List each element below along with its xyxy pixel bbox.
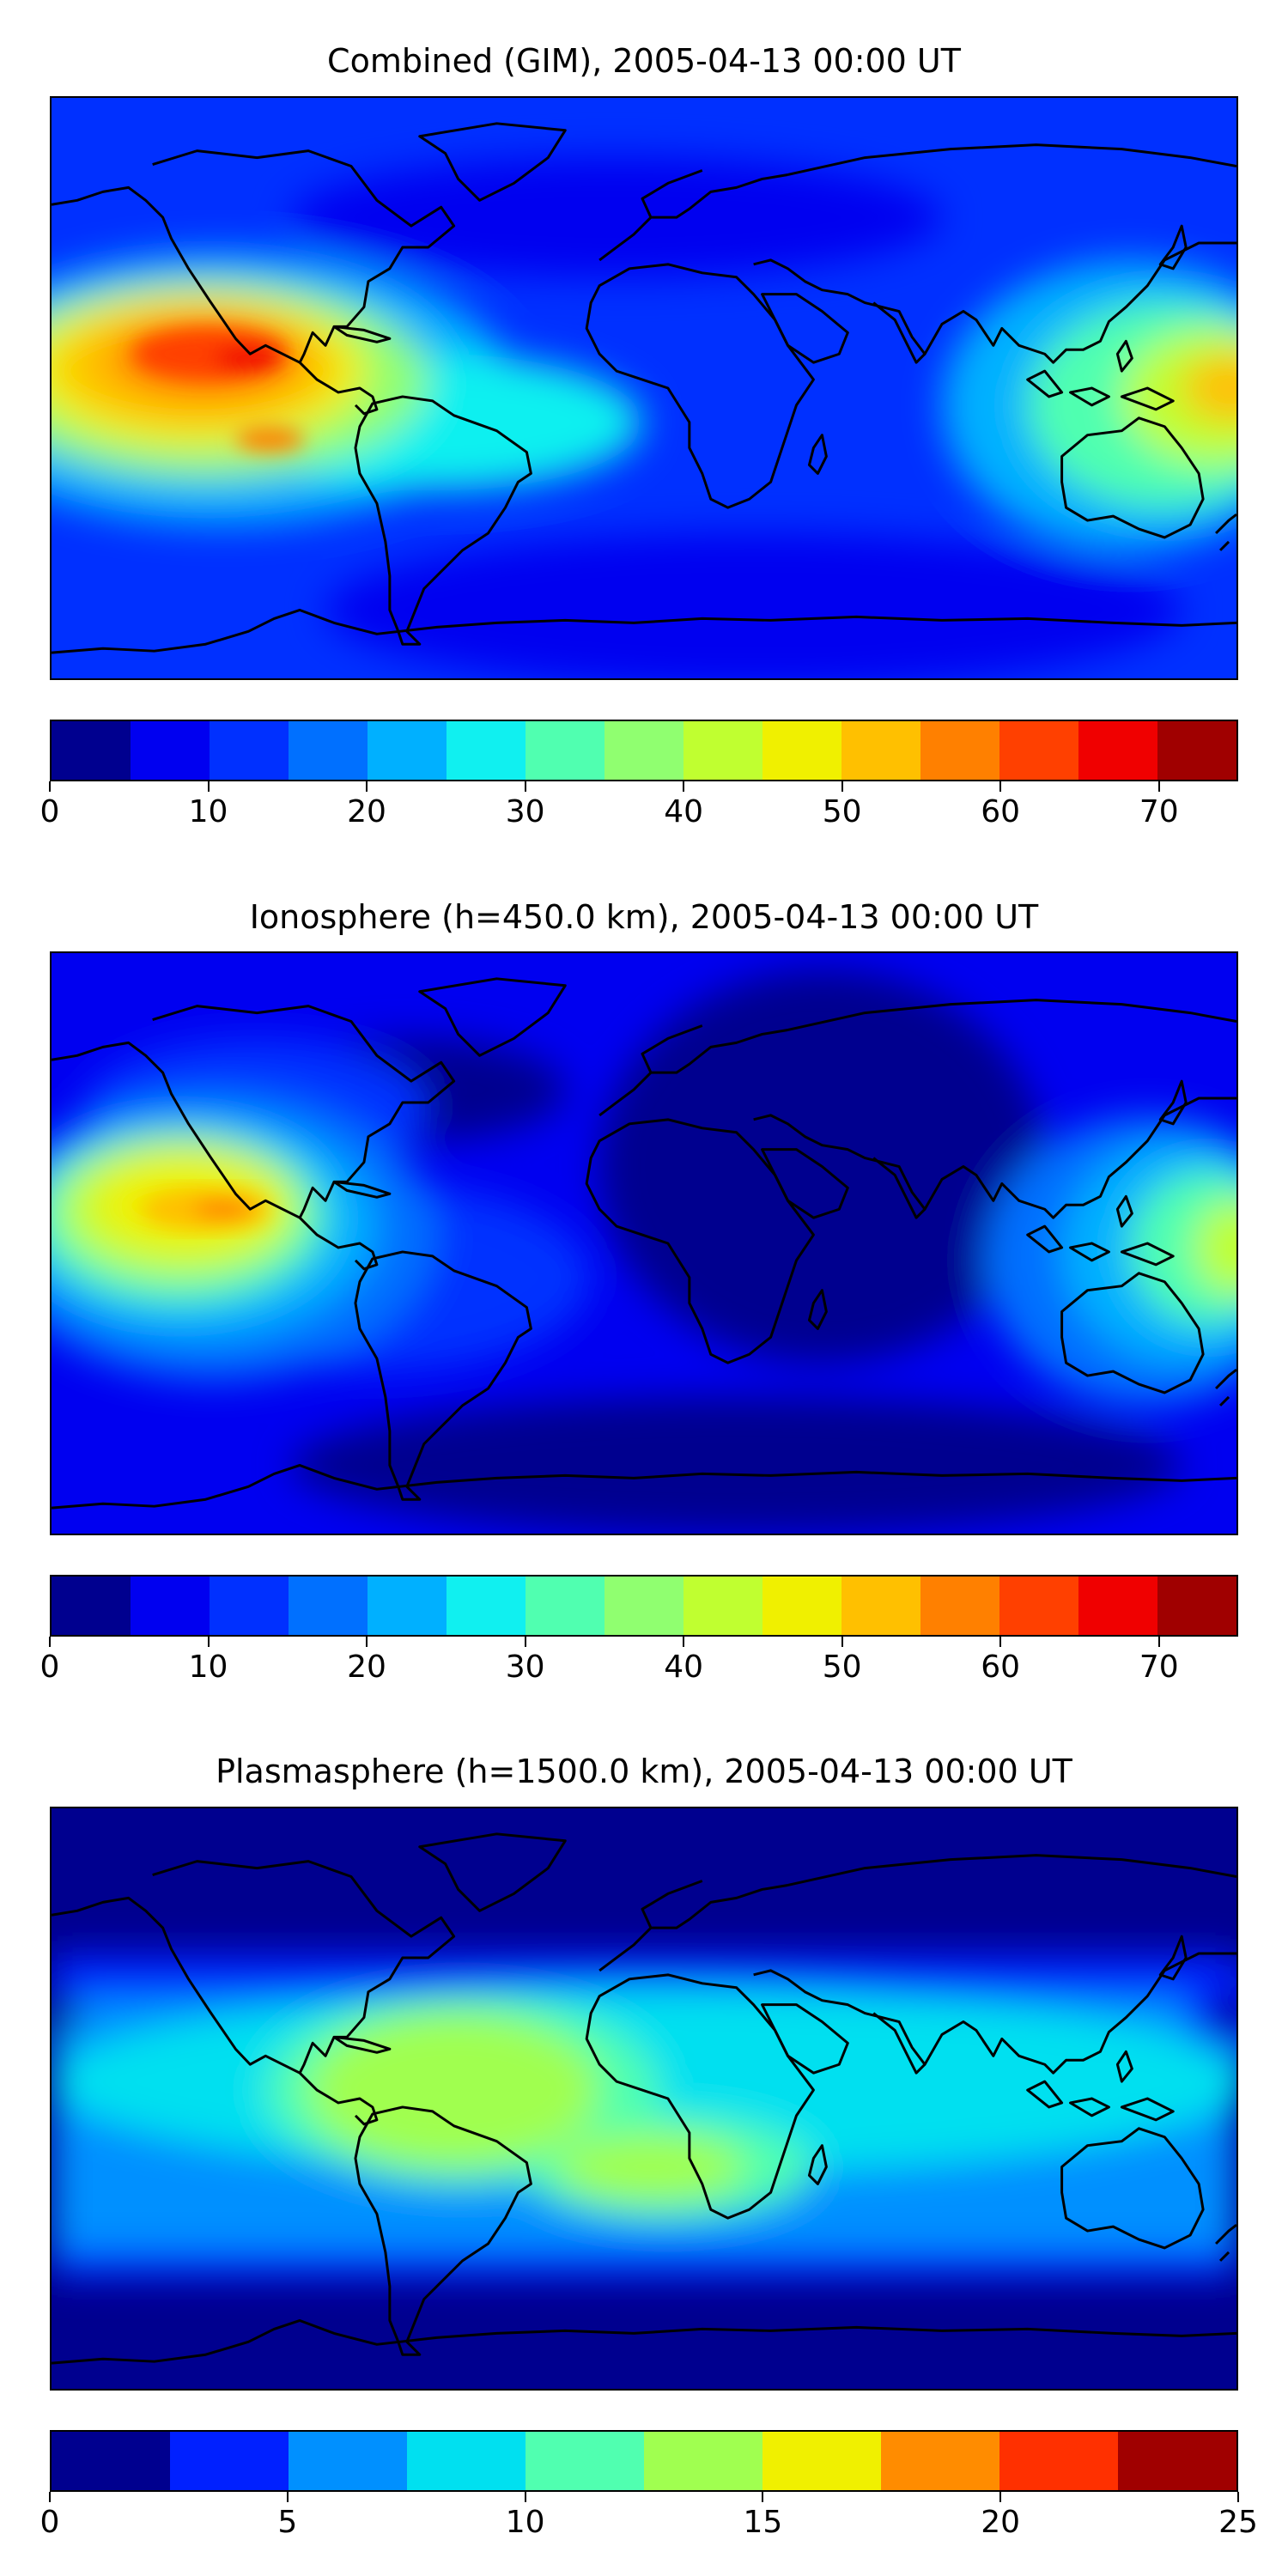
colorbar-swatch [920,721,1000,780]
world-map [50,96,1238,680]
colorbar-tick [366,1637,368,1647]
colorbar-swatch [446,721,526,780]
panel-title: Combined (GIM), 2005-04-13 00:00 UT [327,42,961,80]
colorbar-ticks: 0 5 10 15 20 25 [40,2492,1258,2543]
colorbar-swatch [762,721,842,780]
world-map [50,951,1238,1535]
colorbar-swatch [52,721,131,780]
colorbar-swatch [841,1577,921,1635]
colorbar-tick [683,1637,685,1647]
colorbar-swatches [52,721,1236,780]
colorbar-swatch [170,2432,289,2490]
colorbar-swatch [52,2432,171,2490]
colorbar-swatch [1078,721,1158,780]
colorbar-tick-label: 25 [1218,2505,1258,2540]
colorbar-tick-label: 60 [981,794,1021,829]
colorbar-swatch [289,721,368,780]
colorbar-tick-label: 10 [188,1649,228,1685]
colorbar-tick-label: 0 [39,794,60,829]
colorbar-tick-label: 60 [981,1649,1021,1685]
colorbar-tick-label: 70 [1139,1649,1179,1685]
colorbar-swatch [683,1577,763,1635]
colorbar [50,2430,1238,2492]
colorbar-tick [762,2492,764,2502]
colorbar-tick-label: 20 [347,1649,386,1685]
colorbar-swatch [526,2432,645,2490]
colorbar-tick [524,781,526,792]
colorbar-swatch [605,1577,684,1635]
colorbar-tick [841,781,843,792]
colorbar-swatch [1157,721,1236,780]
colorbar-swatch [52,1577,131,1635]
colorbar-swatch [368,721,447,780]
colorbar-tick [841,1637,843,1647]
colorbar-swatch [1078,1577,1158,1635]
colorbar-tick [366,781,368,792]
colorbar-swatch [683,721,763,780]
colorbar [50,1575,1238,1637]
colorbar-tick-label: 10 [188,794,228,829]
colorbar-tick [49,1637,51,1647]
colorbar-swatch [644,2432,763,2490]
colorbar-swatch [1118,2432,1236,2490]
panel-title: Ionosphere (h=450.0 km), 2005-04-13 00:0… [249,898,1039,936]
colorbar-tick [524,2492,526,2502]
colorbar-swatches [52,1577,1236,1635]
colorbar-ticks: 0 10 20 30 40 50 60 70 [40,1637,1238,1688]
colorbar-tick-label: 20 [981,2505,1021,2540]
colorbar-swatch [289,1577,368,1635]
colorbar-swatch [131,1577,210,1635]
colorbar-tick-label: 0 [39,1649,60,1685]
colorbar-tick [999,781,1002,792]
colorbar-swatch [131,721,210,780]
colorbar-tick [1157,1637,1160,1647]
panel-title: Plasmasphere (h=1500.0 km), 2005-04-13 0… [216,1753,1072,1790]
colorbar-tick-label: 50 [822,794,862,829]
colorbar-tick-label: 70 [1139,794,1179,829]
colorbar-tick [49,2492,51,2502]
colorbar-tick [999,2492,1002,2502]
colorbar-swatch [209,1577,289,1635]
colorbar-tick [49,781,51,792]
colorbar-tick-label: 30 [505,1649,545,1685]
world-map [50,1807,1238,2391]
colorbar-tick [286,2492,289,2502]
colorbar-tick-label: 15 [743,2505,783,2540]
colorbar-tick [683,781,685,792]
colorbar-tick-label: 0 [39,2505,60,2540]
colorbar-tick [999,1637,1002,1647]
colorbar-swatch [605,721,684,780]
colorbar-tick-label: 30 [505,794,545,829]
colorbar-swatch [841,721,921,780]
colorbar-swatch [762,1577,842,1635]
colorbar [50,720,1238,781]
colorbar-tick [207,781,210,792]
colorbar-tick-label: 5 [277,2505,298,2540]
colorbar-ticks: 0 10 20 30 40 50 60 70 [40,781,1238,833]
colorbar-tick-label: 50 [822,1649,862,1685]
colorbar-swatch [881,2432,1000,2490]
colorbar-swatch [999,721,1079,780]
colorbar-swatch [526,1577,605,1635]
colorbar-swatch [762,2432,882,2490]
colorbar-swatch [446,1577,526,1635]
colorbar-swatch [999,2432,1119,2490]
colorbar-swatch [407,2432,526,2490]
colorbar-tick-label: 40 [664,794,704,829]
colorbar-tick-label: 10 [505,2505,545,2540]
colorbar-swatch [289,2432,408,2490]
colorbar-swatch [209,721,289,780]
colorbar-tick [207,1637,210,1647]
colorbar-swatch [1157,1577,1236,1635]
colorbar-swatches [52,2432,1236,2490]
colorbar-tick [524,1637,526,1647]
colorbar-swatch [526,721,605,780]
colorbar-tick [1157,781,1160,792]
colorbar-swatch [368,1577,447,1635]
colorbar-tick [1237,2492,1239,2502]
colorbar-tick-label: 20 [347,794,386,829]
colorbar-swatch [999,1577,1079,1635]
colorbar-swatch [920,1577,1000,1635]
colorbar-tick-label: 40 [664,1649,704,1685]
